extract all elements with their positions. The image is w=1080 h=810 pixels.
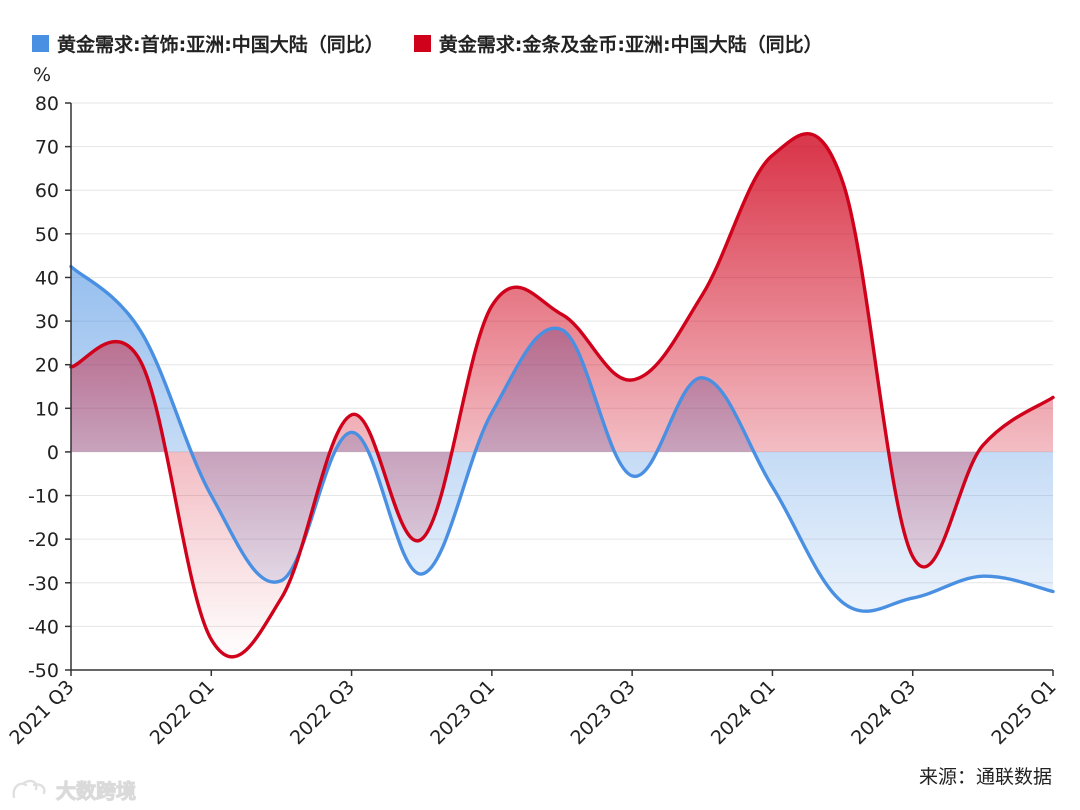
x-tick-label: 2023 Q3 [567, 676, 640, 749]
y-tick-labels: 80 70 60 50 40 30 20 10 0 -10 -20 -30 -40 -50 [28, 93, 59, 682]
x-tick-labels: 2021 Q3 2022 Q1 2022 Q3 2023 Q1 2023 Q3 2024 … [5, 676, 1060, 749]
series-line-1[interactable] [69, 132, 1055, 659]
y-tick-label: 80 [35, 93, 59, 115]
series-line-0[interactable] [69, 264, 1055, 613]
series-lines [69, 132, 1055, 659]
watermark: 大数跨境 [10, 775, 137, 804]
legend-item-bars-coins[interactable]: 黄金需求:金条及金币:亚洲:中国大陆（同比） [413, 30, 823, 57]
y-tick-label: 0 [47, 442, 59, 464]
legend-swatch-bars-coins [413, 35, 431, 52]
watermark-text: 大数跨境 [56, 779, 137, 804]
x-tick-label: 2024 Q1 [707, 676, 780, 749]
y-tick-label: -40 [28, 616, 59, 638]
axes [65, 102, 1054, 676]
y-tick-label: 50 [35, 224, 59, 246]
y-tick-label: 10 [35, 398, 59, 420]
y-tick-label: -20 [28, 529, 59, 551]
x-tick-label: 2022 Q1 [146, 676, 219, 749]
y-tick-label: -30 [28, 573, 59, 595]
y-tick-label: 60 [35, 180, 59, 202]
y-axis-unit: % [33, 64, 52, 86]
legend-swatch-jewelry [32, 35, 49, 52]
x-tick-label: 2023 Q1 [426, 676, 499, 749]
y-tick-label: 30 [35, 311, 59, 333]
x-tick-label: 2024 Q3 [847, 676, 920, 749]
legend-item-jewelry[interactable]: 黄金需求:首饰:亚洲:中国大陆（同比） [32, 30, 384, 57]
legend: 黄金需求:首饰:亚洲:中国大陆（同比） 黄金需求:金条及金币:亚洲:中国大陆（同… [32, 30, 823, 57]
x-tick-label: 2021 Q3 [5, 676, 78, 749]
y-tick-label: 40 [35, 267, 59, 289]
y-tick-label: 70 [35, 137, 59, 159]
y-tick-label: -50 [28, 660, 59, 682]
series-areas [71, 133, 1053, 657]
y-tick-label: -10 [28, 486, 59, 508]
y-tick-label: 20 [35, 355, 59, 377]
x-tick-label: 2022 Q3 [286, 676, 359, 749]
legend-label-bars-coins: 黄金需求:金条及金币:亚洲:中国大陆（同比） [438, 34, 823, 56]
watermark-logo-icon [12, 779, 46, 798]
x-tick-label: 2025 Q1 [987, 676, 1060, 749]
legend-label-jewelry: 黄金需求:首饰:亚洲:中国大陆（同比） [57, 34, 384, 56]
series-area-1 [71, 133, 1053, 657]
source-note: 来源：通联数据 [918, 766, 1052, 788]
